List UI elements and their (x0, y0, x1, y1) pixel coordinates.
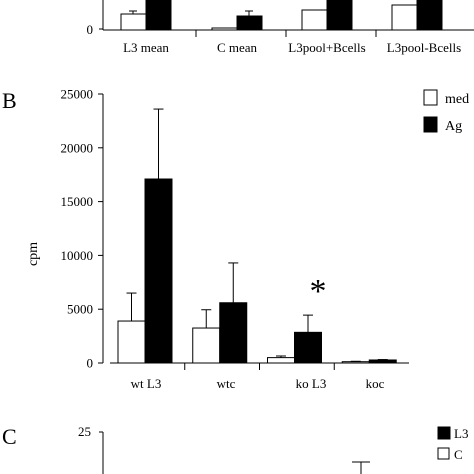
panel-b-x-labels: wt L3 wtc ko L3 koc (131, 376, 385, 391)
panel-a-bar-pool-minus-med (391, 4, 418, 31)
panel-a-bar-c-ag (236, 15, 263, 31)
legend-swatch-ag (423, 116, 438, 133)
panel-c-legend-swatch-l3 (437, 426, 451, 440)
panel-b: B cpm 0 5000 10000 15000 20000 25000 wt L3 wtc… (2, 87, 469, 392)
panel-a-category-label: L3 mean (123, 40, 169, 55)
bar-med-wt-l3 (117, 320, 146, 364)
y-axis-label: cpm (26, 242, 41, 266)
bar-ag-wtc (219, 302, 248, 364)
bar-ag-ko-l3 (294, 331, 322, 364)
significance-asterisk: * (310, 273, 327, 310)
y-tick-label: 20000 (61, 140, 94, 155)
panel-a: 0 L3 mean C mean L3pool+Bcells L3pool-Bc… (87, 0, 474, 55)
panel-a-bar-l3-med (120, 13, 147, 31)
panel-a-bar-pool-plus-med (301, 9, 328, 31)
panel-c-legend-label-c: C (454, 447, 463, 462)
bar-ag-koc (368, 359, 397, 364)
legend: med Ag (423, 89, 469, 134)
y-tick-label: 25000 (61, 87, 94, 102)
panel-c-legend-label-l3: L3 (454, 426, 468, 441)
y-tick-label: 0 (87, 356, 94, 371)
x-category-label: ko L3 (296, 376, 327, 391)
panel-a-bar-l3-ag (145, 0, 172, 31)
legend-label-med: med (445, 92, 469, 107)
panel-a-category-label: L3pool+Bcells (288, 40, 365, 55)
panel-a-bar-c-med (211, 27, 238, 31)
bar-med-wtc (192, 327, 221, 364)
x-category-label: koc (366, 376, 385, 391)
panel-b-letter: B (2, 88, 17, 113)
legend-label-ag: Ag (445, 119, 462, 134)
x-category-label: wt L3 (131, 376, 162, 391)
panel-a-bar-pool-plus-ag (326, 0, 353, 31)
bar-med-ko-l3 (267, 357, 295, 364)
panel-c: C 25 L3 C (2, 424, 468, 474)
y-tick-label: 10000 (61, 248, 94, 263)
panel-a-category-label: C mean (217, 40, 258, 55)
panel-c-legend-swatch-c (437, 447, 450, 460)
bar-med-koc (341, 361, 370, 364)
panel-b-axes: 0 5000 10000 15000 20000 25000 (61, 87, 409, 371)
y-tick-label: 5000 (67, 302, 93, 317)
panel-b-bars (117, 108, 397, 364)
panel-c-letter: C (2, 424, 17, 449)
legend-swatch-med (423, 89, 438, 106)
y-tick-label: 15000 (61, 194, 94, 209)
panel-a-bar-pool-minus-ag (416, 0, 443, 31)
panel-a-category-label: L3pool-Bcells (387, 40, 461, 55)
bar-ag-wt-l3 (144, 178, 173, 364)
panel-c-y-tick-label: 25 (78, 424, 91, 439)
panel-a-y-tick-label: 0 (87, 22, 94, 37)
x-category-label: wtc (217, 376, 236, 391)
